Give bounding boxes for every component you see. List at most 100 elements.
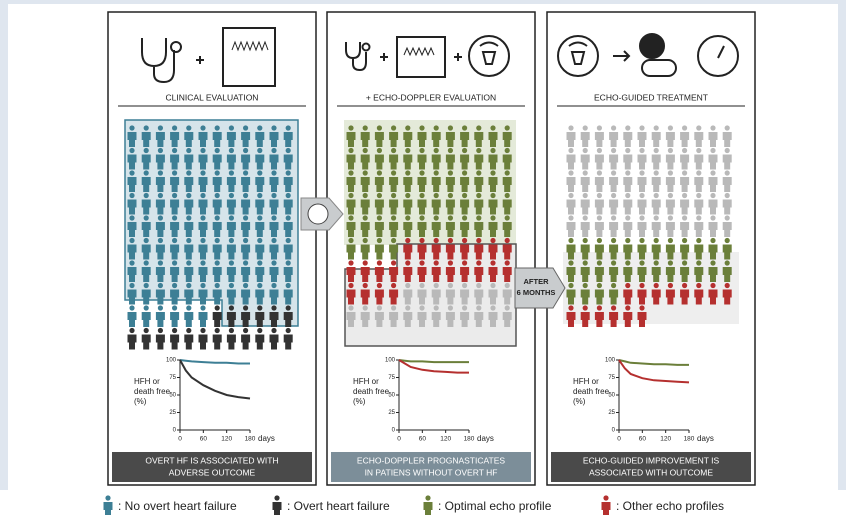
person-body bbox=[283, 154, 293, 170]
person-icon bbox=[374, 237, 384, 260]
person-body bbox=[198, 244, 208, 260]
person-body bbox=[623, 132, 633, 147]
person-head bbox=[348, 215, 354, 221]
person-body bbox=[708, 244, 718, 260]
person-head bbox=[376, 305, 382, 311]
person-body bbox=[141, 132, 151, 147]
person-head bbox=[172, 237, 178, 244]
person-head bbox=[257, 305, 263, 311]
person-head bbox=[639, 215, 645, 221]
person-icon bbox=[665, 237, 675, 260]
person-body bbox=[155, 222, 165, 237]
person-head bbox=[214, 260, 220, 266]
person-body bbox=[241, 177, 251, 192]
person-icon bbox=[431, 170, 441, 192]
person-icon bbox=[488, 215, 498, 237]
y-tick-label: 100 bbox=[166, 358, 177, 364]
person-body bbox=[651, 267, 661, 282]
person-head bbox=[129, 327, 135, 334]
person-head bbox=[462, 192, 468, 199]
person-head bbox=[129, 170, 135, 176]
person-icon bbox=[127, 170, 137, 192]
person-head bbox=[724, 125, 730, 131]
person-head bbox=[625, 192, 631, 199]
x-tick-label: 120 bbox=[221, 436, 232, 443]
person-body bbox=[708, 177, 718, 192]
person-head bbox=[447, 170, 453, 176]
person-icon bbox=[623, 170, 633, 192]
person-head bbox=[582, 282, 588, 289]
person-icon bbox=[360, 147, 370, 170]
person-icon bbox=[389, 147, 399, 170]
y-tick-label: 25 bbox=[169, 410, 176, 416]
person-icon bbox=[637, 170, 647, 192]
person-head bbox=[143, 170, 149, 176]
person-body bbox=[445, 177, 455, 192]
person-body bbox=[389, 289, 399, 305]
person-icon bbox=[269, 327, 279, 350]
person-body bbox=[609, 132, 619, 147]
person-body bbox=[623, 289, 633, 305]
person-body bbox=[594, 312, 604, 327]
person-icon bbox=[460, 237, 470, 260]
person-icon bbox=[283, 147, 293, 170]
person-icon bbox=[601, 495, 611, 515]
person-head bbox=[348, 147, 354, 154]
person-head bbox=[625, 237, 631, 244]
person-icon bbox=[127, 125, 137, 147]
person-icon bbox=[241, 147, 251, 170]
person-body bbox=[360, 312, 370, 327]
person-icon bbox=[623, 282, 633, 305]
y-tick-label: 50 bbox=[388, 393, 395, 399]
person-body bbox=[269, 222, 279, 237]
person-icon bbox=[594, 192, 604, 215]
person-icon bbox=[184, 327, 194, 350]
plus-icon bbox=[380, 53, 388, 61]
person-head bbox=[490, 147, 496, 154]
person-head bbox=[257, 170, 263, 176]
person-icon bbox=[580, 215, 590, 237]
person-body bbox=[155, 244, 165, 260]
person-icon bbox=[623, 305, 633, 327]
person-body bbox=[623, 222, 633, 237]
person-icon bbox=[283, 305, 293, 327]
person-body bbox=[198, 132, 208, 147]
person-head bbox=[490, 305, 496, 311]
person-head bbox=[582, 125, 588, 131]
person-head bbox=[391, 125, 397, 131]
person-head bbox=[419, 215, 425, 221]
person-icon bbox=[460, 305, 470, 327]
group-box bbox=[124, 119, 299, 327]
person-body bbox=[255, 267, 265, 282]
person-body bbox=[155, 177, 165, 192]
person-icon bbox=[226, 125, 236, 147]
person-body bbox=[269, 177, 279, 192]
person-body bbox=[474, 267, 484, 282]
person-body bbox=[198, 177, 208, 192]
person-head bbox=[214, 192, 220, 199]
person-body bbox=[502, 154, 512, 170]
person-head bbox=[391, 237, 397, 244]
person-icon bbox=[269, 215, 279, 237]
person-body bbox=[431, 267, 441, 282]
person-head bbox=[504, 170, 510, 176]
person-body bbox=[255, 177, 265, 192]
person-body bbox=[651, 199, 661, 215]
person-body bbox=[623, 267, 633, 282]
person-body bbox=[722, 244, 732, 260]
x-tick-label: 0 bbox=[617, 436, 621, 443]
person-body bbox=[360, 289, 370, 305]
person-body bbox=[580, 177, 590, 192]
person-head bbox=[285, 125, 291, 131]
person-icon bbox=[226, 192, 236, 215]
person-body bbox=[665, 267, 675, 282]
panel-title: ECHO-GUIDED TREATMENT bbox=[594, 92, 708, 102]
person-body bbox=[580, 312, 590, 327]
person-body bbox=[502, 289, 512, 305]
person-icon bbox=[170, 282, 180, 305]
person-icon bbox=[212, 237, 222, 260]
person-body bbox=[198, 154, 208, 170]
person-icon bbox=[127, 192, 137, 215]
person-body bbox=[269, 132, 279, 147]
person-head bbox=[214, 305, 220, 311]
